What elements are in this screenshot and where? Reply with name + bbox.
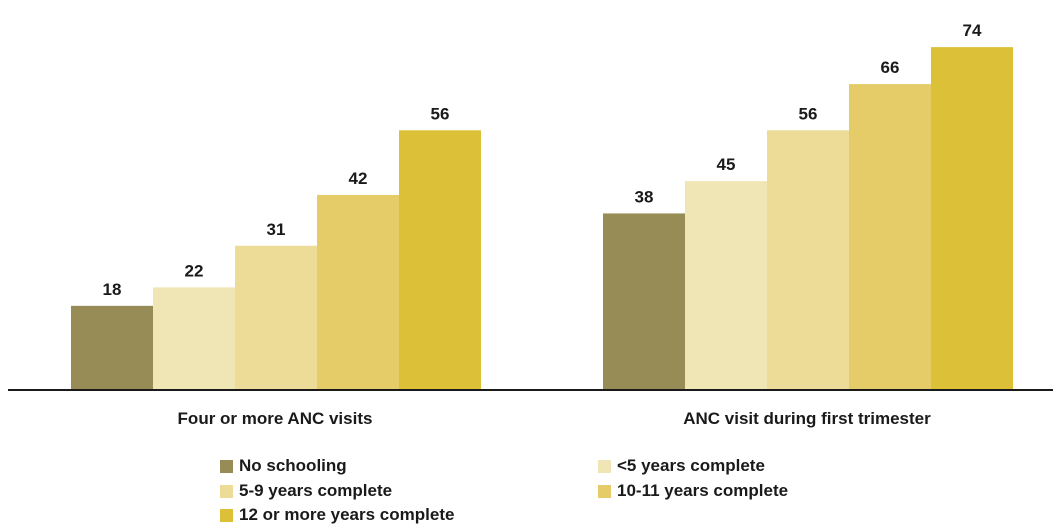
data-label-0-3: 42 [349,169,368,188]
legend-swatch-0 [220,459,233,473]
legend-item-10-11-years: 10-11 years complete [598,481,788,501]
legend-label-4: 12 or more years complete [239,505,455,524]
bar-1-1 [685,181,767,389]
data-label-1-1: 45 [717,155,736,174]
data-label-1-3: 66 [881,58,900,77]
bar-0-4 [399,130,481,389]
legend-label-1: <5 years complete [617,456,765,475]
bar-1-2 [767,130,849,389]
legend-swatch-1 [598,459,611,473]
legend-swatch-3 [598,484,611,498]
data-label-1-2: 56 [799,104,818,123]
legend-label-3: 10-11 years complete [617,481,789,500]
category-label-0: Four or more ANC visits [178,409,373,428]
data-label-1-4: 74 [963,21,982,40]
data-label-0-2: 31 [267,220,286,239]
data-label-0-1: 22 [185,261,204,280]
bars-layer: 18 38 22 45 31 56 42 66 56 74 [71,21,1013,390]
legend-item-no-schooling: No schooling [220,456,347,476]
bar-0-1 [153,287,235,389]
bar-0-2 [235,245,317,389]
legend-swatch-2 [220,484,233,498]
legend-label-0: No schooling [239,456,347,475]
bar-1-4 [931,47,1013,390]
data-label-1-0: 38 [635,187,654,206]
category-labels: Four or more ANC visits ANC visit during… [178,409,932,428]
bar-0-3 [317,194,399,389]
data-label-0-4: 56 [431,104,450,123]
bar-1-0 [603,213,685,389]
legend-item-12-or-more-years: 12 or more years complete [220,505,454,525]
legend-item-less-than-5-years: <5 years complete [598,456,765,476]
legend-label-2: 5-9 years complete [239,481,393,500]
category-label-1: ANC visit during first trimester [683,409,931,428]
legend-swatch-4 [220,508,233,522]
bar-chart: 18 38 22 45 31 56 42 66 56 74 [8,21,1053,391]
legend-item-5-9-years: 5-9 years complete [220,481,392,501]
data-label-0-0: 18 [103,280,122,299]
bar-1-3 [849,84,931,389]
bar-0-0 [71,305,153,389]
